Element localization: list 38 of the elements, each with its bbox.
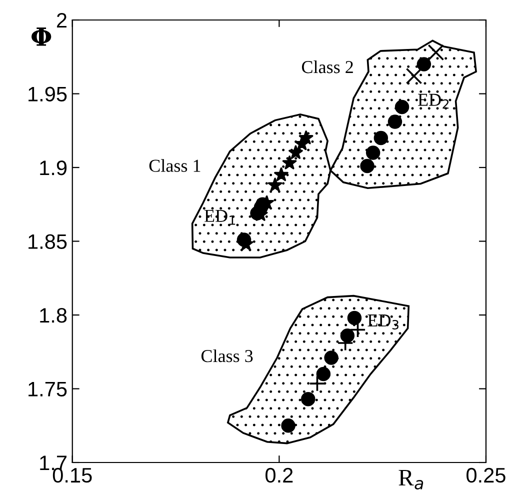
point [236,232,252,247]
point [324,350,338,365]
point [282,156,297,170]
x-tick-label: 0.25 [466,468,506,483]
y-tick-label: 2 [56,13,66,28]
point [388,114,402,129]
point [256,197,270,212]
y-tick-label: 1.95 [28,86,67,102]
point [350,322,366,338]
x-axis-title: R$_{a}$ [398,470,424,490]
point [309,375,326,392]
point [268,178,282,192]
point [416,57,432,72]
y-tick-label: 1.9 [40,160,67,176]
point [394,100,410,114]
point [406,68,422,84]
point [366,146,380,160]
y-tick-label: 1.85 [28,234,67,250]
point [301,392,316,406]
x-tick-label: 0.15 [52,468,92,483]
y-tick-label: 1.75 [28,382,67,397]
point [298,130,314,144]
annotation: ED$_{1}$ [204,210,236,225]
annotation: Class 1 [149,159,200,172]
y-axis-title: Φ [32,28,52,46]
point [428,44,444,61]
x-tick-label: 0.2 [266,468,293,483]
point [360,158,374,174]
point [288,145,303,159]
annotation: Class 3 [201,349,253,362]
point [281,418,296,433]
y-tick-label: 1.8 [40,308,67,323]
point [274,167,288,182]
y-tick-label: 1.7 [40,456,66,470]
annotation: Class 2 [302,60,353,74]
point [347,310,362,326]
point [374,130,388,146]
point [316,366,331,382]
